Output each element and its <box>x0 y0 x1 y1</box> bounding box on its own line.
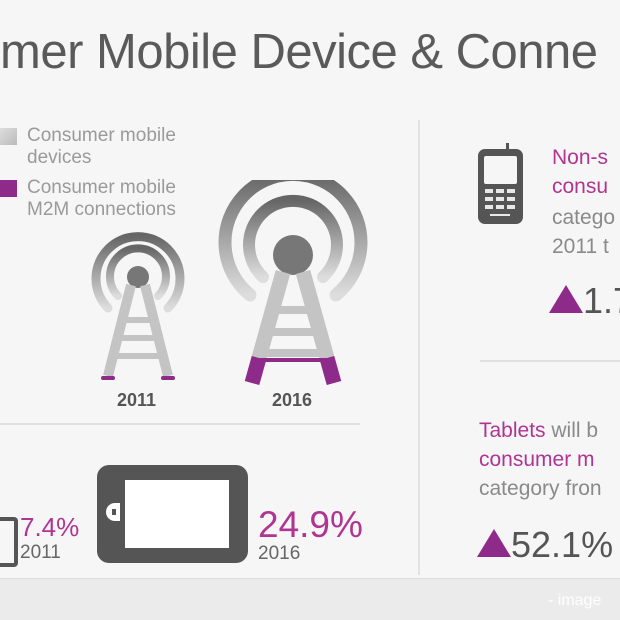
tower-year-2011: 2011 <box>117 390 157 410</box>
non-smartphone-growth: 1.7 <box>549 280 620 322</box>
large-tablet-icon <box>97 465 248 563</box>
growth-value: 1.7 <box>583 280 620 321</box>
tablet-share-year-2011: 2011 <box>20 542 61 563</box>
watermark: - image <box>548 592 602 609</box>
up-triangle-icon <box>549 285 583 313</box>
legend-item-devices: Consumer mobile devices <box>27 125 176 169</box>
up-triangle-icon <box>477 529 511 557</box>
legend-swatch-devices <box>0 128 17 145</box>
legend-label: Consumer mobile <box>27 125 176 146</box>
tablets-line: consumer m <box>479 448 595 471</box>
legend-label: devices <box>27 147 92 168</box>
non-smartphone-line: 2011 t <box>552 235 609 258</box>
small-tablet-icon <box>0 517 18 567</box>
tablets-line: will b <box>545 419 599 442</box>
tablets-line: category fron <box>479 477 602 500</box>
right-divider <box>480 360 620 362</box>
non-smartphone-line: consu <box>552 175 609 198</box>
vertical-divider <box>418 120 420 575</box>
signal-tower-icon-2011 <box>91 232 185 380</box>
tablets-growth: 52.1% <box>477 524 613 566</box>
signal-tower-icon-2016 <box>218 180 368 386</box>
feature-phone-icon <box>478 143 523 224</box>
legend-label: Consumer mobile <box>27 177 176 198</box>
tablets-text: Tablets will b consumer m category fron <box>479 416 602 503</box>
signal-tower-icons <box>91 180 368 386</box>
non-smartphone-line: Non-s <box>552 146 609 169</box>
tablet-share-2016: 24.9% <box>258 504 363 545</box>
legend-swatch-m2m <box>0 180 17 197</box>
legend-label: M2M connections <box>27 199 176 220</box>
growth-value: 52.1% <box>511 524 614 565</box>
tower-year-2016: 2016 <box>272 390 313 410</box>
non-smartphone-text: Non-s consu catego 2011 t <box>552 143 615 261</box>
tablet-share-year-2016: 2016 <box>258 543 301 564</box>
left-divider <box>0 423 360 425</box>
infographic-title: mer Mobile Device & Conne <box>0 25 598 79</box>
legend-item-m2m: Consumer mobile M2M connections <box>27 177 176 221</box>
tablet-share-2011: 7.4% <box>20 512 80 542</box>
tablets-highlight: Tablets <box>479 419 546 442</box>
non-smartphone-line: catego <box>552 206 616 229</box>
